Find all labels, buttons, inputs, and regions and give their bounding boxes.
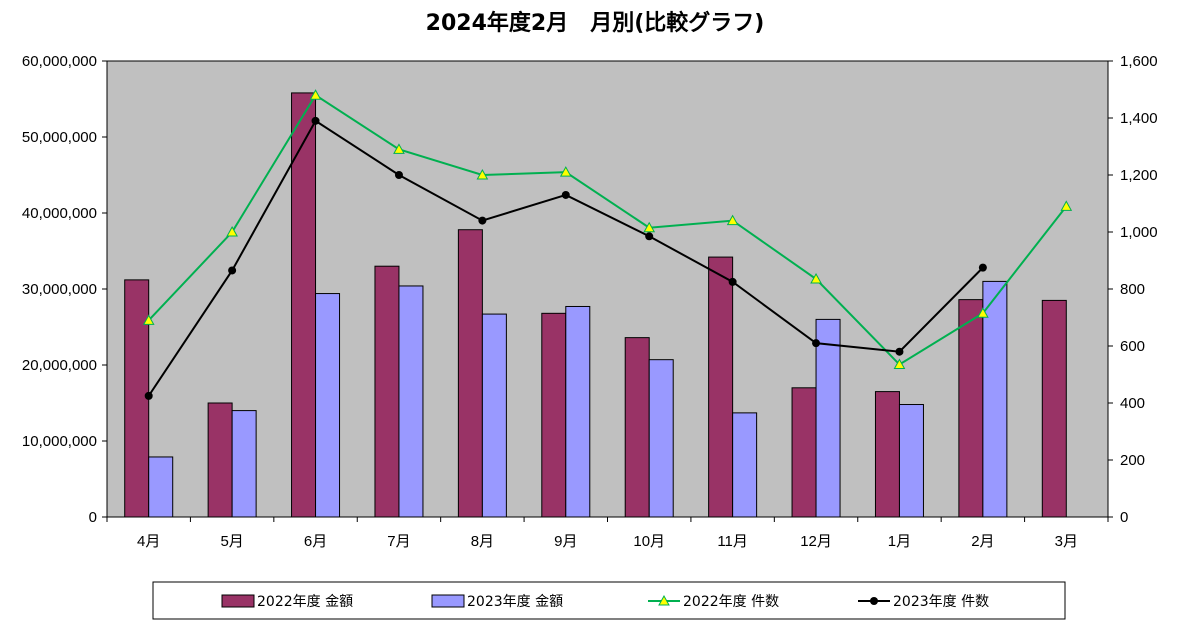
legend-swatch-1 [221, 594, 255, 608]
bar-2023-5 [481, 313, 507, 518]
marker-2023-3 [311, 116, 320, 125]
legend-marker-3 [658, 594, 670, 606]
x-tick-label: 5月 [220, 533, 243, 550]
bar-2023-1 [148, 456, 174, 518]
bars-layer [124, 92, 1067, 518]
y-left-tick-label: 0 [89, 509, 97, 526]
chart-title: 2024年度2月 月別(比較グラフ) [426, 10, 765, 36]
marker-2022-11 [977, 307, 989, 318]
bar-2023-8 [732, 412, 758, 518]
marker-2023-2 [228, 266, 237, 275]
y-right-tick-label: 0 [1120, 509, 1128, 526]
marker-2022-7 [643, 221, 656, 233]
bar-2022-10 [874, 391, 900, 518]
marker-2023-7 [645, 232, 654, 241]
y-left-tick-label: 50,000,000 [22, 129, 97, 146]
marker-2023-1 [144, 391, 153, 400]
y-left-tick-label: 60,000,000 [22, 53, 97, 70]
plot-area [106, 60, 1109, 518]
marker-2022-8 [726, 214, 739, 226]
legend-label-2: 2023年度 金額 [467, 594, 563, 610]
bar-2023-11 [982, 280, 1008, 518]
x-tick-label: 9月 [554, 533, 577, 550]
x-tick-label: 3月 [1055, 533, 1078, 550]
bar-2022-7 [624, 337, 650, 518]
marker-2023-8 [728, 277, 737, 286]
marker-2023-9 [812, 339, 821, 348]
marker-2022-10 [893, 358, 906, 370]
y-right-tick-label: 800 [1120, 281, 1145, 298]
legend: 2022年度 金額 2023年度 金額 2022年度 件数 2023年度 件数 [152, 581, 1066, 620]
marker-2023-11 [978, 263, 987, 272]
x-tick-label: 10月 [633, 533, 665, 550]
marker-2023-4 [394, 171, 403, 179]
x-tick-label: 2月 [971, 533, 994, 550]
marker-2023-5 [478, 216, 487, 225]
bar-2022-4 [374, 265, 400, 518]
axes-layer: 0 10,000,000 20,000,000 30,000,000 40,000,00… [22, 53, 1158, 550]
x-tick-label: 8月 [471, 533, 494, 550]
marker-2022-12 [1060, 200, 1073, 211]
y-right-tick-label: 600 [1120, 338, 1145, 355]
marker-2022-3 [309, 89, 322, 100]
bar-2023-10 [898, 404, 924, 518]
y-left-tick-label: 20,000,000 [22, 357, 97, 374]
legend-swatch-2 [431, 594, 465, 608]
marker-2022-2 [226, 225, 238, 237]
bar-2022-1 [124, 279, 150, 518]
y-right-tick-label: 1,600 [1120, 53, 1158, 70]
legend-marker-4 [870, 597, 878, 605]
y-left-tick-label: 10,000,000 [22, 433, 97, 450]
legend-label-3: 2022年度 件数 [683, 594, 779, 610]
marker-2022-9 [810, 272, 822, 284]
marker-2022-4 [393, 143, 405, 154]
bar-2023-7 [648, 359, 674, 518]
marker-2022-6 [559, 166, 572, 177]
marker-2022-1 [142, 314, 155, 325]
lines-layer [142, 89, 1073, 400]
bar-2022-12 [1041, 299, 1067, 518]
y-left-tick-label: 40,000,000 [22, 205, 97, 222]
x-tick-label: 6月 [304, 533, 327, 550]
y-right-tick-label: 200 [1120, 452, 1145, 469]
bar-2022-11 [958, 299, 984, 518]
bar-2023-4 [398, 285, 424, 518]
bar-2023-3 [315, 293, 341, 518]
legend-label-4: 2023年度 件数 [893, 594, 989, 610]
marker-2022-5 [476, 168, 489, 180]
line-2022-count [147, 93, 1068, 366]
y-right-tick-label: 1,400 [1120, 110, 1158, 127]
x-tick-label: 11月 [717, 533, 748, 550]
bar-2022-8 [708, 256, 734, 518]
marker-2023-10 [895, 347, 904, 356]
legend-label-1: 2022年度 金額 [257, 594, 353, 610]
bar-2022-6 [541, 312, 567, 518]
y-right-tick-label: 400 [1120, 395, 1145, 412]
bar-2023-9 [815, 318, 841, 518]
marker-2023-6 [561, 190, 570, 199]
bar-2023-6 [565, 305, 591, 518]
y-left-tick-label: 30,000,000 [22, 281, 97, 298]
bar-2022-9 [791, 387, 817, 518]
x-tick-label: 4月 [137, 533, 160, 550]
bar-2022-5 [457, 229, 483, 518]
bar-2022-2 [207, 402, 233, 518]
legend-box [152, 581, 1066, 620]
x-tick-label: 7月 [387, 533, 410, 550]
y-right-tick-label: 1,200 [1120, 167, 1158, 184]
y-right-tick-label: 1,000 [1120, 224, 1158, 241]
bar-2022-3 [291, 92, 317, 518]
x-tick-label: 1月 [888, 533, 911, 550]
bar-2023-2 [231, 410, 257, 518]
x-tick-label: 12月 [800, 533, 832, 550]
